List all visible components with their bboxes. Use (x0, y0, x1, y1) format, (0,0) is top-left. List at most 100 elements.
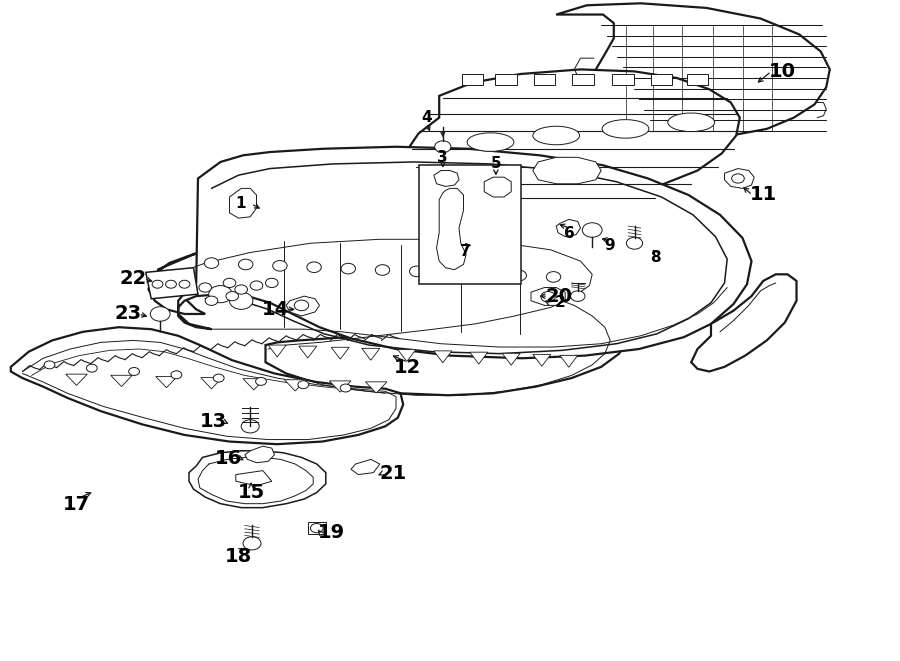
Text: 6: 6 (564, 226, 575, 241)
Polygon shape (484, 177, 511, 197)
Polygon shape (236, 471, 272, 486)
Text: 17: 17 (63, 495, 90, 514)
Polygon shape (201, 377, 222, 389)
Text: 19: 19 (318, 524, 345, 542)
Text: 2: 2 (554, 295, 565, 310)
Polygon shape (724, 169, 754, 188)
Circle shape (86, 364, 97, 372)
Polygon shape (434, 171, 459, 186)
Circle shape (179, 280, 190, 288)
Circle shape (266, 278, 278, 288)
Text: 20: 20 (545, 287, 572, 305)
Text: 18: 18 (225, 547, 252, 566)
Text: 9: 9 (604, 239, 615, 253)
Polygon shape (178, 147, 752, 358)
Text: 4: 4 (421, 110, 432, 125)
Circle shape (129, 368, 140, 375)
Circle shape (166, 280, 176, 288)
Polygon shape (612, 74, 634, 85)
FancyBboxPatch shape (418, 165, 521, 284)
Circle shape (223, 278, 236, 288)
Polygon shape (687, 74, 708, 85)
Polygon shape (462, 74, 483, 85)
Text: 5: 5 (491, 157, 501, 171)
Text: 15: 15 (238, 483, 265, 502)
Polygon shape (308, 522, 326, 534)
Text: 16: 16 (215, 449, 242, 467)
Circle shape (294, 300, 309, 311)
Polygon shape (534, 74, 555, 85)
Circle shape (340, 384, 351, 392)
Text: 14: 14 (262, 300, 289, 319)
Circle shape (152, 280, 163, 288)
Polygon shape (407, 69, 740, 204)
Circle shape (171, 371, 182, 379)
Polygon shape (329, 381, 351, 392)
Polygon shape (243, 379, 265, 390)
Polygon shape (245, 446, 274, 463)
Circle shape (256, 377, 266, 385)
Ellipse shape (602, 120, 649, 138)
Circle shape (341, 263, 356, 274)
Polygon shape (531, 288, 565, 305)
Circle shape (478, 269, 492, 280)
Circle shape (209, 286, 232, 303)
Circle shape (298, 381, 309, 389)
Circle shape (310, 524, 323, 533)
Circle shape (250, 281, 263, 290)
Polygon shape (351, 459, 380, 475)
Circle shape (230, 292, 253, 309)
Polygon shape (691, 274, 796, 371)
Text: 21: 21 (380, 464, 407, 483)
Text: 3: 3 (437, 150, 448, 165)
Polygon shape (398, 350, 416, 362)
Text: 13: 13 (200, 412, 227, 431)
Circle shape (241, 420, 259, 433)
Circle shape (273, 260, 287, 271)
Polygon shape (156, 377, 177, 387)
Polygon shape (189, 451, 326, 508)
Circle shape (582, 223, 602, 237)
Polygon shape (230, 188, 256, 218)
Circle shape (235, 285, 248, 294)
Ellipse shape (668, 113, 715, 132)
Polygon shape (434, 351, 452, 363)
Ellipse shape (467, 133, 514, 151)
Polygon shape (556, 3, 830, 137)
Polygon shape (11, 327, 403, 444)
Polygon shape (146, 268, 198, 299)
Polygon shape (560, 356, 578, 368)
Polygon shape (66, 374, 87, 385)
Circle shape (435, 141, 451, 153)
Polygon shape (268, 345, 286, 357)
Circle shape (238, 259, 253, 270)
Circle shape (546, 272, 561, 282)
Polygon shape (436, 188, 466, 270)
Circle shape (44, 361, 55, 369)
Polygon shape (365, 382, 387, 393)
Polygon shape (286, 296, 320, 316)
Circle shape (732, 174, 744, 183)
Polygon shape (533, 354, 551, 366)
Polygon shape (495, 74, 517, 85)
Polygon shape (533, 157, 601, 184)
Polygon shape (502, 353, 520, 365)
Polygon shape (651, 74, 672, 85)
Text: 10: 10 (769, 62, 796, 81)
Circle shape (410, 266, 424, 277)
Polygon shape (284, 380, 306, 391)
Circle shape (307, 262, 321, 272)
Text: 1: 1 (235, 196, 246, 211)
Circle shape (204, 258, 219, 268)
Circle shape (150, 307, 170, 321)
Ellipse shape (533, 126, 580, 145)
Text: 23: 23 (114, 305, 141, 323)
Circle shape (213, 374, 224, 382)
Text: 22: 22 (120, 270, 147, 288)
Polygon shape (556, 219, 581, 237)
Polygon shape (111, 375, 132, 387)
Circle shape (199, 283, 212, 292)
Polygon shape (362, 348, 380, 360)
Polygon shape (331, 347, 349, 359)
Circle shape (375, 264, 390, 275)
